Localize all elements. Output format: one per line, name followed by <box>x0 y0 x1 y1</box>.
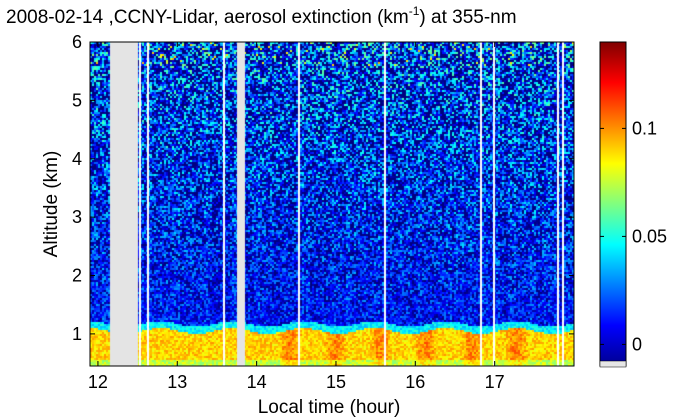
heatmap <box>90 42 574 366</box>
x-tick-label: 16 <box>405 372 425 392</box>
x-tick-label: 15 <box>326 372 346 392</box>
plot-frame <box>89 41 575 367</box>
y-axis-label: Altitude (km) <box>41 151 62 258</box>
y-tick-label: 3 <box>72 207 82 227</box>
heatmap-raster <box>90 42 574 366</box>
y-axis-ticks: 1 2 3 4 5 6 <box>72 32 574 344</box>
y-tick-label: 6 <box>72 32 82 52</box>
x-tick-label: 17 <box>485 372 505 392</box>
x-tick-label: 13 <box>167 372 187 392</box>
colorbar-tick-label: 0.1 <box>632 118 657 138</box>
x-axis-ticks: 12 13 14 15 16 17 <box>88 42 505 392</box>
colorbar-nodata-swatch <box>599 360 627 368</box>
y-tick-label: 2 <box>72 266 82 286</box>
x-tick-label: 12 <box>88 372 108 392</box>
colorbar-ticks: 0 0.05 0.1 <box>600 118 667 354</box>
colorbar-tick-label: 0.05 <box>632 226 667 246</box>
colorbar: 0 0.05 0.1 <box>599 41 667 368</box>
x-tick-label: 14 <box>247 372 267 392</box>
chart-title: 2008-02-14 ,CCNY-Lidar, aerosol extincti… <box>6 4 517 28</box>
colorbar-gradient <box>600 42 626 366</box>
x-axis-label: Local time (hour) <box>258 397 401 418</box>
y-tick-label: 1 <box>72 324 82 344</box>
title-tail: ) at 355-nm <box>419 7 516 28</box>
title-main: 2008-02-14 ,CCNY-Lidar, aerosol extincti… <box>6 7 409 28</box>
colorbar-tick-label: 0 <box>632 334 642 354</box>
y-tick-label: 4 <box>72 149 82 169</box>
title-superscript: -1 <box>409 4 420 18</box>
y-tick-label: 5 <box>72 90 82 110</box>
plot-area <box>89 41 575 367</box>
